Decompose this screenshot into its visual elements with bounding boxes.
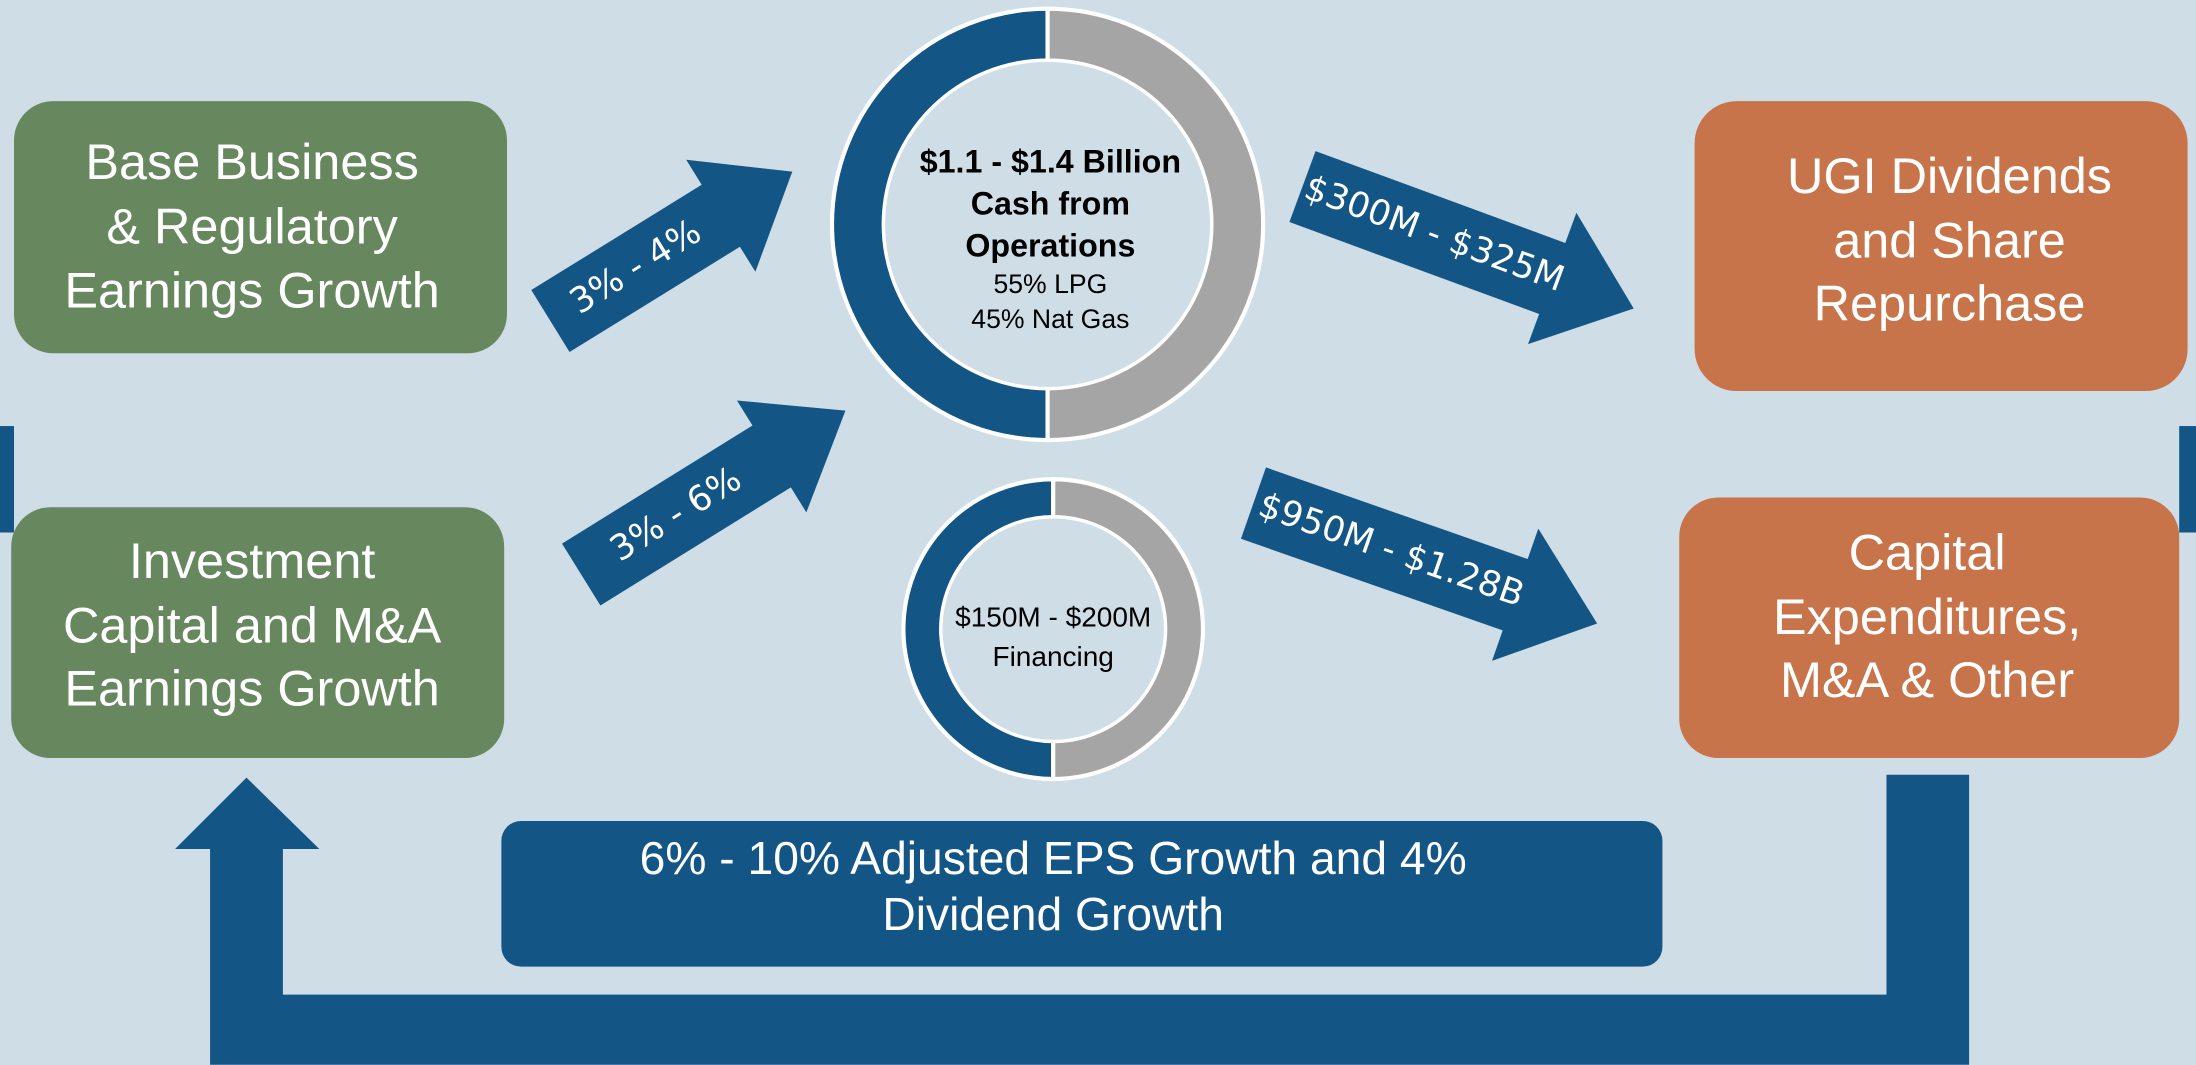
financing-ring [901, 477, 1206, 782]
box-label: Capital [1849, 524, 2006, 581]
split-label: 45% Nat Gas [971, 304, 1129, 334]
edge-tab [2179, 426, 2196, 533]
cash-label: Cash from [971, 186, 1130, 222]
box-label: Earnings Growth [64, 262, 439, 319]
edge-tab [0, 426, 15, 533]
outcome-box [501, 821, 1663, 967]
box-label: Capital and M&A [63, 596, 442, 653]
use-box [1679, 497, 2180, 758]
flow-arrow: 3% - 6% [562, 400, 846, 606]
box-label: Earnings Growth [64, 659, 439, 716]
split-label: 55% LPG [993, 269, 1107, 299]
source-box [14, 101, 507, 354]
box-label: Investment [129, 532, 376, 589]
source-box [11, 507, 505, 758]
financing-label: $150M - $200M [955, 602, 1151, 633]
feedback-loop [175, 774, 1970, 1065]
box-label: Base Business [85, 133, 418, 190]
use-box [1694, 101, 2188, 392]
cash-ring [829, 6, 1266, 443]
box-label: & Regulatory [106, 197, 398, 254]
box-label: Expenditures, [1773, 588, 2081, 645]
box-label: and Share [1833, 211, 2066, 268]
box-label: UGI Dividends [1787, 147, 2112, 204]
financing-label: Financing [992, 641, 1113, 672]
box-label: Repurchase [1814, 274, 2086, 331]
cash-label: $1.1 - $1.4 Billion [920, 144, 1181, 180]
outcome-label: Dividend Growth [882, 888, 1224, 940]
cash-label: Operations [965, 228, 1135, 264]
outcome-label: 6% - 10% Adjusted EPS Growth and 4% [640, 832, 1467, 884]
box-label: M&A & Other [1780, 651, 2074, 708]
